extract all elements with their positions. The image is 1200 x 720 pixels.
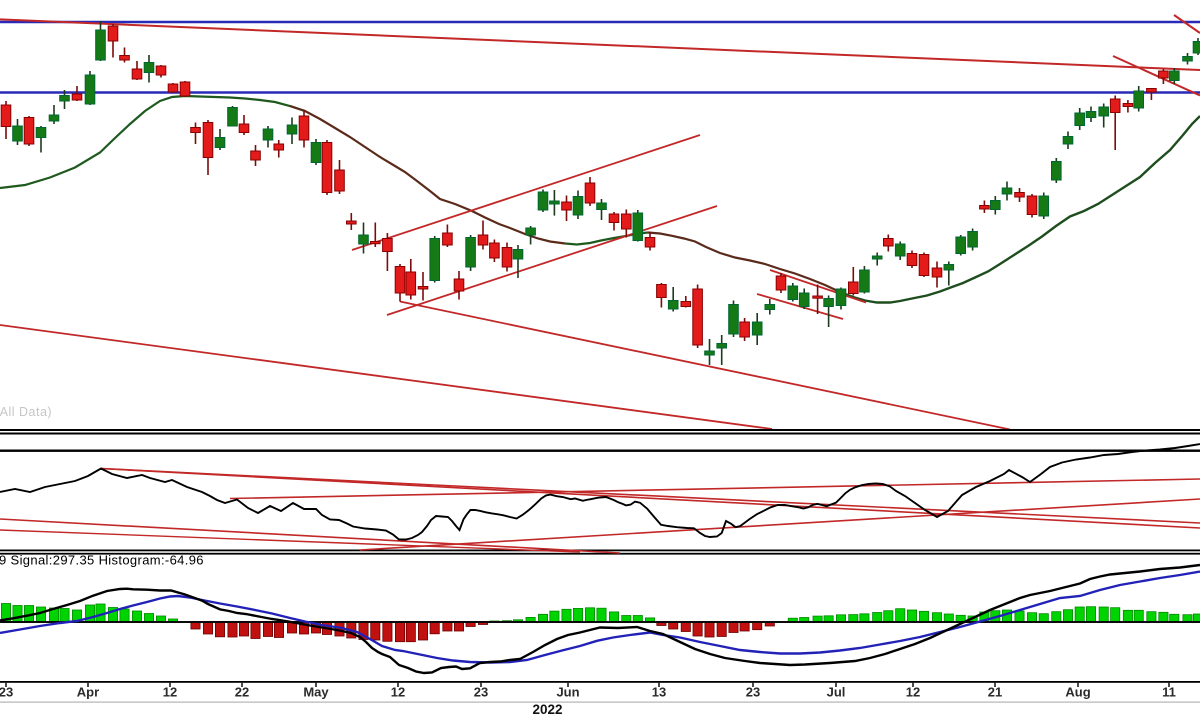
- svg-text:11: 11: [1162, 685, 1176, 700]
- svg-text:12: 12: [163, 685, 177, 700]
- svg-text:21: 21: [988, 685, 1002, 700]
- svg-text:23: 23: [0, 685, 13, 700]
- svg-text:Aug: Aug: [1065, 685, 1090, 700]
- svg-text:(All Data): (All Data): [0, 405, 52, 419]
- svg-text:23: 23: [746, 685, 760, 700]
- svg-text:23: 23: [474, 685, 488, 700]
- svg-text:May: May: [303, 685, 329, 700]
- svg-text:Apr: Apr: [77, 685, 99, 700]
- svg-text:13: 13: [652, 685, 666, 700]
- svg-text:9 Signal:297.35 Histogram:-64.: 9 Signal:297.35 Histogram:-64.96: [0, 553, 204, 568]
- svg-text:12: 12: [906, 685, 920, 700]
- svg-text:22: 22: [235, 685, 249, 700]
- svg-text:Jun: Jun: [556, 685, 579, 700]
- svg-text:2022: 2022: [532, 702, 562, 717]
- svg-text:Jul: Jul: [827, 685, 846, 700]
- svg-text:12: 12: [391, 685, 405, 700]
